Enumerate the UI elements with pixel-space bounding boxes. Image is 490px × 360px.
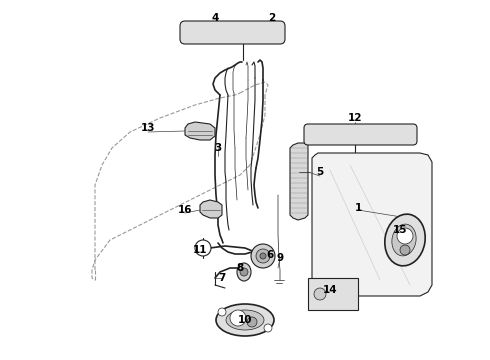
Circle shape [264,324,272,332]
Text: 10: 10 [238,315,252,325]
Text: 4: 4 [211,13,219,23]
Circle shape [397,228,413,244]
FancyBboxPatch shape [180,21,285,44]
FancyBboxPatch shape [304,124,417,145]
Circle shape [260,253,266,259]
Text: 16: 16 [178,205,192,215]
Text: 9: 9 [276,253,284,263]
Ellipse shape [216,304,274,336]
Circle shape [247,317,257,327]
Circle shape [240,268,248,276]
Text: 6: 6 [267,250,273,260]
Text: 11: 11 [193,245,207,255]
Text: 2: 2 [269,13,275,23]
Circle shape [256,249,270,263]
Text: 14: 14 [323,285,337,295]
Polygon shape [185,122,215,140]
Circle shape [195,240,211,256]
Text: 12: 12 [348,113,362,123]
Text: 13: 13 [141,123,155,133]
Bar [308,278,358,310]
Text: 15: 15 [393,225,407,235]
Polygon shape [290,143,308,220]
Circle shape [251,244,275,268]
Ellipse shape [385,214,425,266]
Text: 1: 1 [354,203,362,213]
Polygon shape [312,153,432,296]
Polygon shape [200,200,222,218]
Circle shape [230,310,246,326]
Text: 7: 7 [219,273,226,283]
Text: 8: 8 [236,263,244,273]
Ellipse shape [226,310,264,330]
Circle shape [218,308,226,316]
Text: 5: 5 [317,167,323,177]
Text: 3: 3 [215,143,221,153]
Ellipse shape [237,263,251,281]
Circle shape [314,288,326,300]
Ellipse shape [392,224,416,256]
Circle shape [400,245,410,255]
